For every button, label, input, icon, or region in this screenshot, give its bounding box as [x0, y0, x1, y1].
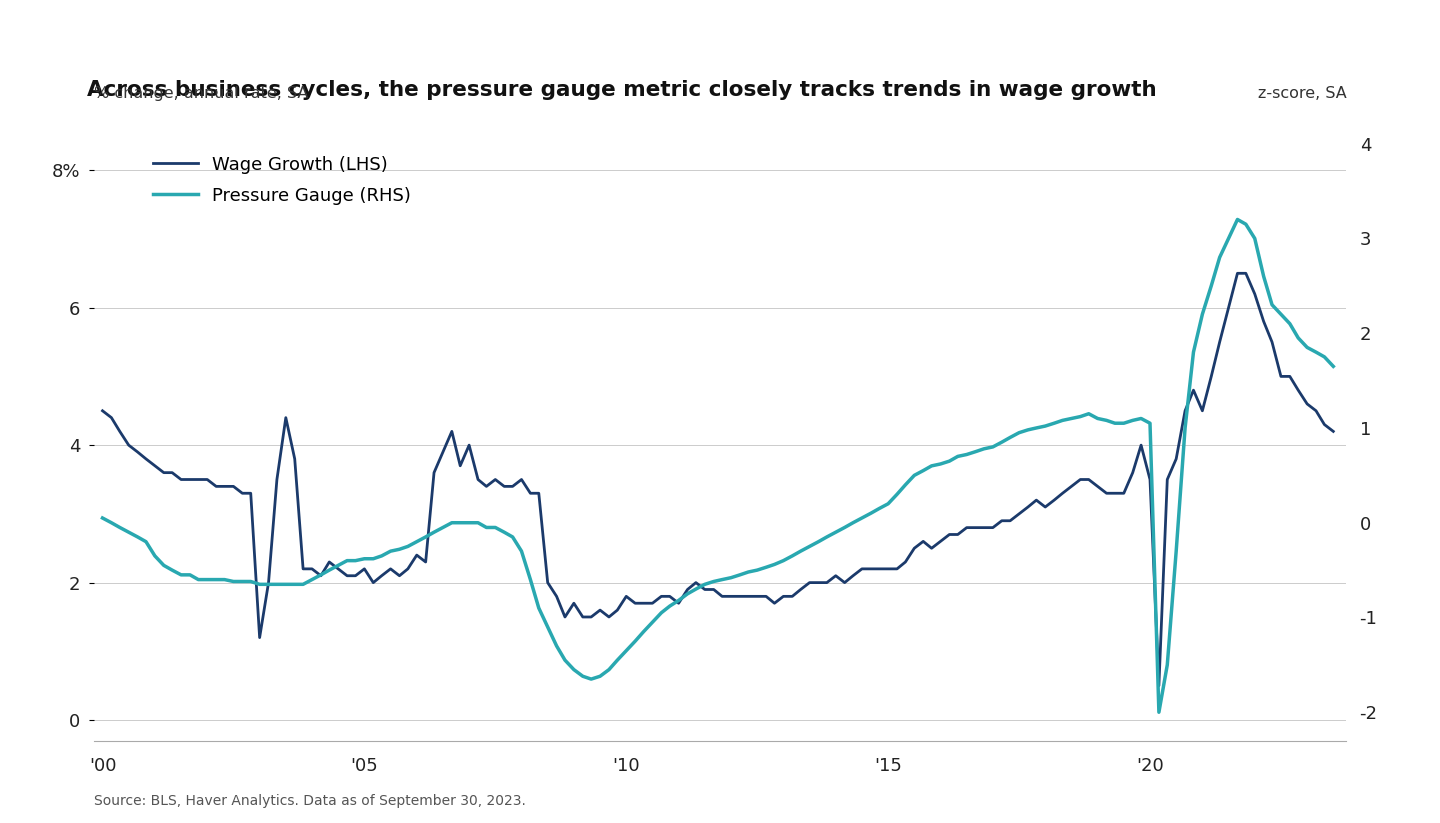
Wage Growth (LHS): [1194, 406, 1211, 416]
Pressure Gauge (RHS): [1325, 361, 1342, 371]
Text: Across business cycles, the pressure gauge metric closely tracks trends in wage : Across business cycles, the pressure gau…: [88, 80, 1156, 100]
Pressure Gauge (RHS): [740, 567, 757, 577]
Pressure Gauge (RHS): [1194, 309, 1211, 319]
Wage Growth (LHS): [469, 475, 487, 485]
Wage Growth (LHS): [94, 406, 111, 416]
Text: z-score, SA: z-score, SA: [1257, 86, 1346, 101]
Line: Pressure Gauge (RHS): Pressure Gauge (RHS): [102, 220, 1333, 712]
Pressure Gauge (RHS): [897, 480, 914, 490]
Wage Growth (LHS): [871, 564, 888, 574]
Wage Growth (LHS): [1228, 268, 1246, 278]
Pressure Gauge (RHS): [1228, 215, 1246, 225]
Pressure Gauge (RHS): [871, 504, 888, 514]
Pressure Gauge (RHS): [1151, 707, 1168, 717]
Pressure Gauge (RHS): [94, 513, 111, 523]
Wage Growth (LHS): [897, 557, 914, 567]
Wage Growth (LHS): [1325, 426, 1342, 436]
Wage Growth (LHS): [1151, 681, 1168, 690]
Text: % change, annual rate, SA: % change, annual rate, SA: [94, 86, 308, 101]
Wage Growth (LHS): [740, 592, 757, 602]
Pressure Gauge (RHS): [469, 518, 487, 528]
Line: Wage Growth (LHS): Wage Growth (LHS): [102, 273, 1333, 686]
Text: Source: BLS, Haver Analytics. Data as of September 30, 2023.: Source: BLS, Haver Analytics. Data as of…: [94, 794, 526, 808]
Legend: Wage Growth (LHS), Pressure Gauge (RHS): Wage Growth (LHS), Pressure Gauge (RHS): [153, 156, 412, 205]
Pressure Gauge (RHS): [687, 584, 704, 594]
Wage Growth (LHS): [687, 578, 704, 588]
